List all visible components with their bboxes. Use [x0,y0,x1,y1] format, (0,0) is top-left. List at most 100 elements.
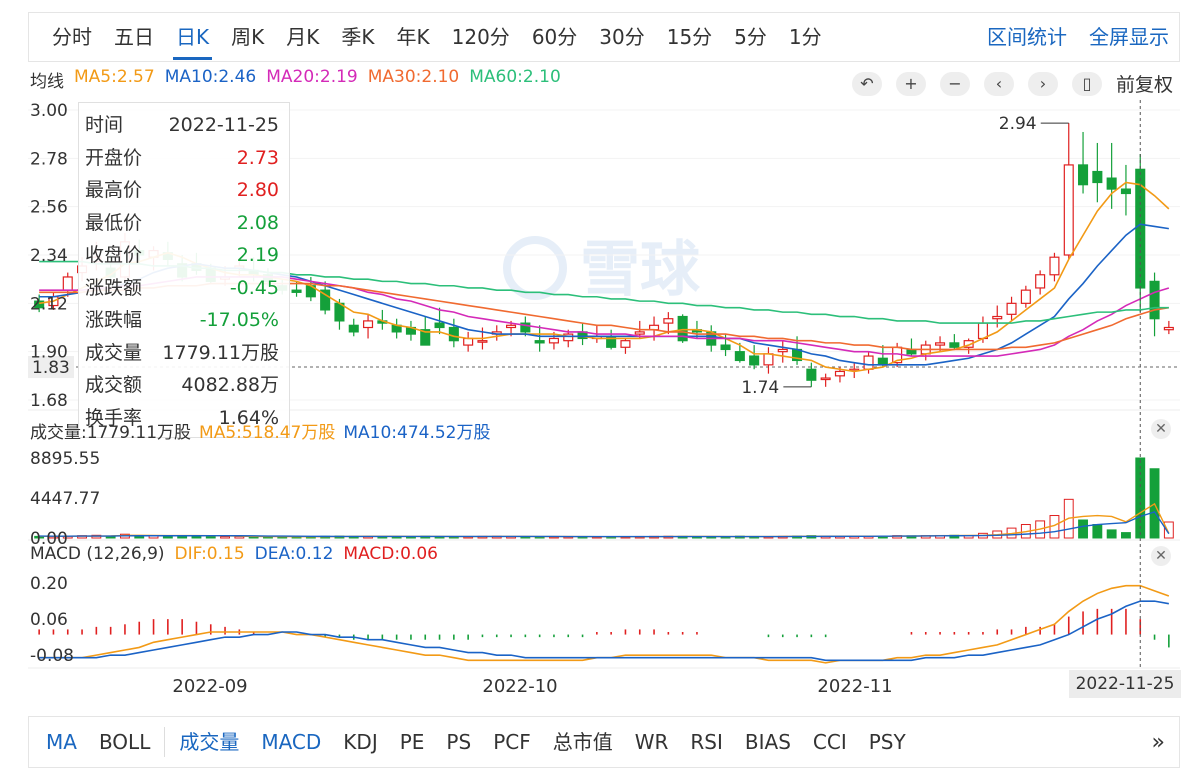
ma-legend-item: MA30:2.10 [367,67,460,87]
tab-period-7[interactable]: 120分 [451,25,510,49]
candle-body [634,331,645,335]
tab-period-0[interactable]: 分时 [52,25,92,49]
volume-legend-label: 成交量:1779.11万股 [30,423,192,443]
indicator-tab[interactable]: BIAS [744,730,791,754]
indicator-tab[interactable]: PCF [493,730,531,754]
candle-body [548,337,559,344]
indicator-tab[interactable]: MACD [261,730,322,754]
indicator-tab[interactable]: WR [634,730,669,754]
tab-period-10[interactable]: 15分 [666,25,713,49]
tooltip-value: 2.73 [236,146,279,169]
tooltip-row: 最低价 2.08 [85,207,279,240]
tab-period-9[interactable]: 30分 [599,25,645,49]
candle-body [434,322,445,329]
candle-body [363,320,374,329]
indicator-tab[interactable]: KDJ [343,730,378,754]
range-stats-link[interactable]: 区间统计 [987,25,1067,49]
ma-legend-item: MA60:2.10 [469,67,561,87]
candle-body [992,315,1003,320]
tooltip-label: 开盘价 [85,146,143,169]
volume-ma10: MA10:474.52万股 [343,423,491,443]
tooltip-value: -0.45 [229,276,279,299]
indicator-tab[interactable]: BOLL [98,730,151,754]
axes: 3.00 2.78 2.56 2.34 2.12 1.90 1.68 8895.55 4447.… [30,100,1141,697]
candle-body [291,289,302,293]
volume-bar [205,536,216,539]
more-indicators-icon[interactable]: » [1151,729,1165,755]
tooltip-value: -17.05% [199,309,279,331]
volume-legend: 成交量:1779.11万股 MA5:518.47万股 MA10:474.52万股 [30,418,491,443]
fullscreen-link[interactable]: 全屏显示 [1089,25,1169,49]
indicator-bar: MA BOLL 成交量 MACD KDJ PE PS PCF 总市值 WR RSI BIAS CCI PS… [28,716,1180,768]
indicator-tab[interactable]: PSY [868,730,906,754]
indicator-tab[interactable]: 总市值 [552,730,613,754]
price-tick-label: 2.12 [30,294,68,314]
tab-period-11[interactable]: 5分 [734,25,767,49]
crosshair-date: 2022-11-25 [1069,670,1181,698]
current-price-box [28,356,74,379]
candle-body [1163,326,1174,331]
candle-body [963,340,974,348]
tooltip-row: 最高价 2.80 [85,174,279,207]
close-volume-icon[interactable]: ✕ [1151,419,1171,439]
ma-legend-item: MA5:2.57 [74,67,155,87]
candle-body [620,340,631,348]
price-tick-label: 2.34 [30,246,68,266]
adjust-mode-label[interactable]: 前复权 [1115,74,1173,96]
tab-period-3[interactable]: 周K [231,25,265,49]
indicator-tab[interactable]: 成交量 [179,730,240,754]
volume-bar [1163,521,1174,539]
candle-icon[interactable]: ▯ [1071,71,1102,96]
next-icon[interactable]: › [1027,71,1058,96]
close-macd-icon[interactable]: ✕ [1151,546,1171,566]
indicator-tab[interactable]: RSI [690,730,723,754]
tooltip-value: 2.08 [236,211,279,234]
prev-icon[interactable]: ‹ [983,71,1014,96]
candle-body [463,337,474,346]
current-price-label: 1.83 [32,358,70,378]
candle-body [734,351,745,362]
tab-period-4[interactable]: 月K [286,25,320,49]
ma-legend-item: MA20:2.19 [266,67,358,87]
watermark-logo [503,236,567,300]
candle-body [877,357,888,366]
macd-dea: DEA:0.12 [254,544,334,564]
volume-ma5: MA5:518.47万股 [199,423,336,443]
ohlc-tooltip: 时间 2022-11-25 开盘价 2.73 最高价 2.80 最低价 2.08 收盘价 2.19… [78,102,290,438]
indicator-tab[interactable]: PE [399,730,425,754]
candle-body [563,333,574,342]
chart-controls: ↶ + − ‹ › ▯ 前复权 [851,70,1173,97]
zoom-out-icon[interactable]: − [939,71,970,96]
tooltip-row: 时间 2022-11-25 [85,109,279,142]
indicator-tab[interactable]: CCI [812,730,847,754]
candle-body [1035,274,1046,289]
tab-period-8[interactable]: 60分 [531,25,578,49]
candle-body [935,342,946,346]
tooltip-label: 换手率 [85,406,143,429]
candle-body [62,276,73,291]
tab-period-12[interactable]: 1分 [788,25,822,49]
undo-icon[interactable]: ↶ [851,71,882,96]
tab-period-2[interactable]: 日K [165,23,220,60]
dea-line [39,600,1169,662]
min-price-label: 1.74 [741,378,779,398]
volume-tick-label: 0.00 [30,529,68,549]
candle-body [749,355,760,366]
volume-tick-label: 8895.55 [30,449,100,469]
tab-period-5[interactable]: 季K [341,25,375,49]
macd-legend-label: MACD (12,26,9) [30,544,165,564]
tooltip-label: 最高价 [85,179,143,201]
indicator-tab[interactable]: PS [446,730,472,754]
tab-period-6[interactable]: 年K [396,25,430,49]
watermark-text: 雪球 [580,235,701,305]
tooltip-label: 时间 [85,114,124,136]
zoom-in-icon[interactable]: + [895,71,926,96]
watermark: 雪球 [503,235,701,305]
indicator-tab[interactable]: MA [46,730,77,754]
tab-period-1[interactable]: 五日 [114,25,154,49]
max-price-label: 2.94 [999,114,1037,134]
x-tick-label: 2022-10 [482,676,557,697]
volume-bar [220,536,230,539]
tooltip-label: 收盘价 [85,244,143,266]
candle-body [720,344,731,351]
